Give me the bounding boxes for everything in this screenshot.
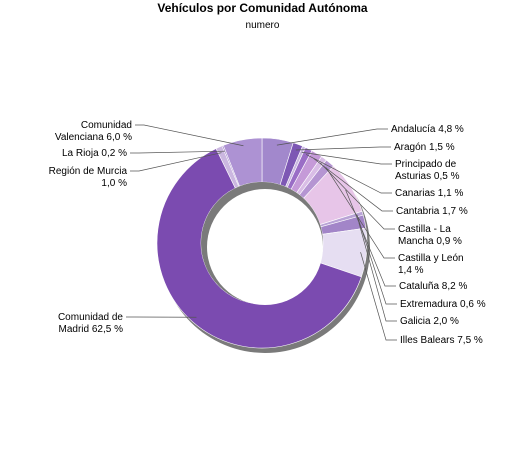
slice-label-la-rioja: La Rioja 0,2 % xyxy=(62,148,127,159)
leader-line-castilla-y-leon xyxy=(325,167,395,259)
slice-label-comunidad-de-madrid: Comunidad de Madrid 62,5 % xyxy=(58,312,123,335)
leader-line-galicia xyxy=(358,222,397,322)
slice-label-extremadura: Extremadura 0,6 % xyxy=(400,299,486,310)
chart-title: Vehículos por Comunidad Autónoma xyxy=(157,1,368,15)
leader-line-andalucia xyxy=(276,128,388,146)
slice-label-illes-balears: Illes Balears 7,5 % xyxy=(400,335,483,346)
slice-label-region-de-murcia: Región de Murcia 1,0 % xyxy=(49,166,128,189)
slice-label-cataluna: Cataluña 8,2 % xyxy=(399,281,467,292)
leader-line-canarias xyxy=(305,154,392,194)
slice-label-cantabria: Cantabria 1,7 % xyxy=(396,206,468,217)
slice-label-aragon: Aragón 1,5 % xyxy=(394,142,455,153)
leader-line-extremadura xyxy=(356,214,397,305)
slice-label-principado-de-asturias: Principado de Asturias 0,5 % xyxy=(395,159,460,182)
slice-label-castilla-la-mancha: Castilla - La Mancha 0,9 % xyxy=(398,224,462,247)
slice-label-galicia: Galicia 2,0 % xyxy=(400,316,459,327)
leader-line-cantabria xyxy=(313,158,393,212)
leader-line-aragon xyxy=(295,146,391,151)
donut-hole xyxy=(201,182,323,305)
leader-line-region-de-murcia xyxy=(130,152,222,172)
leader-line-cataluna xyxy=(345,189,396,287)
slice-label-castilla-y-leon: Castilla y León 1,4 % xyxy=(398,253,464,276)
chart-subtitle: numero xyxy=(245,20,280,31)
leader-line-comunidad-valenciana xyxy=(135,124,244,147)
leader-line-illes-balears xyxy=(360,252,397,341)
leader-line-principado-de-asturias xyxy=(301,151,392,165)
leader-line-la-rioja xyxy=(130,150,225,154)
slice-label-canarias: Canarias 1,1 % xyxy=(395,188,463,199)
leader-line-castilla-la-mancha xyxy=(320,162,395,230)
slice-label-andalucia: Andalucía 4,8 % xyxy=(391,124,464,135)
slice-label-comunidad-valenciana: Comunidad Valenciana 6,0 % xyxy=(55,120,132,143)
